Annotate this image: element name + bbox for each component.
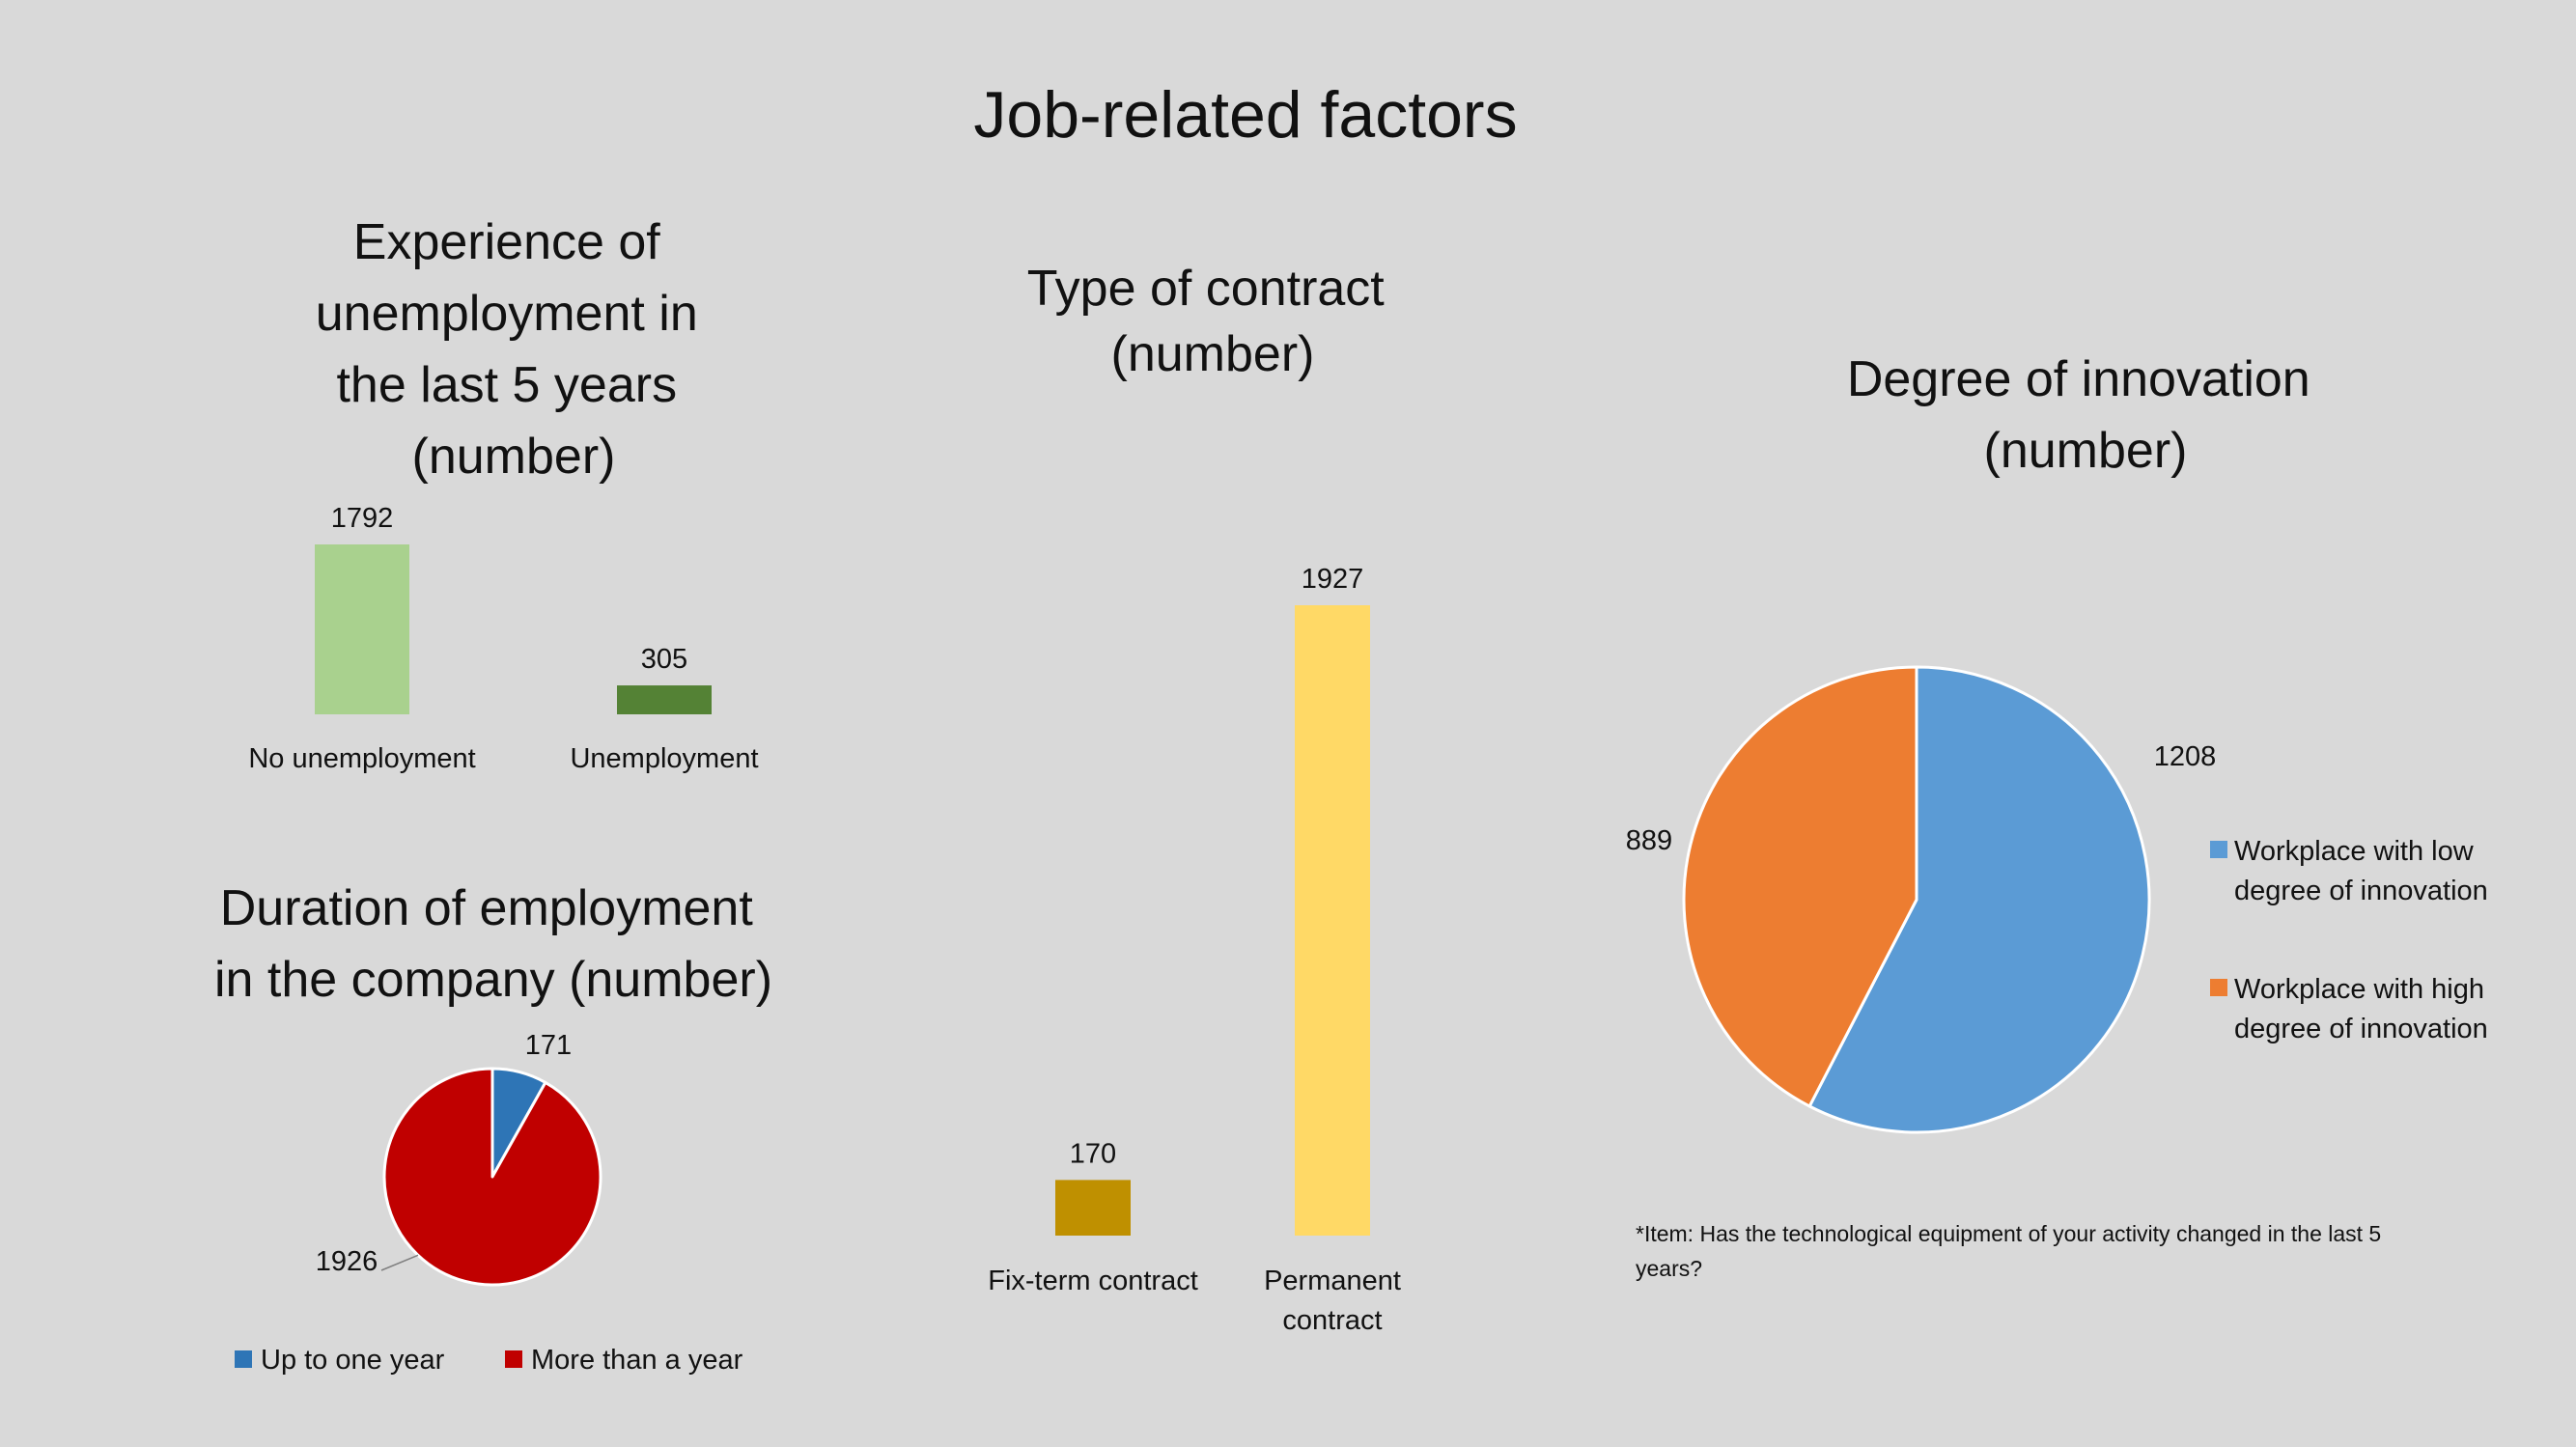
duration-title-line: in the company (number) <box>214 952 772 1008</box>
contract-chart-title: Type of contract (number) <box>1027 261 1398 382</box>
pie-slice <box>382 1067 602 1287</box>
category-label: Unemployment <box>570 743 758 774</box>
main-title: Job-related factors <box>973 78 1517 152</box>
footnote-line: years? <box>1636 1256 1702 1281</box>
legend-swatch <box>235 1350 252 1368</box>
duration-chart-title: Duration of employment in the company (n… <box>214 880 772 1008</box>
unemployment-title-line: the last 5 years <box>336 357 677 413</box>
bar <box>1295 605 1370 1236</box>
footnote-line: *Item: Has the technological equipment o… <box>1636 1221 2381 1246</box>
data-label: 1927 <box>1302 564 1364 595</box>
innovation-chart-title: Degree of innovation (number) <box>1847 351 2324 479</box>
data-label: 1208 <box>2154 741 2217 772</box>
bar <box>617 685 712 714</box>
innovation-title-line: (number) <box>1984 423 2188 479</box>
data-label: 170 <box>1070 1138 1116 1169</box>
legend-label: degree of innovation <box>2234 876 2488 906</box>
data-label: 1792 <box>331 503 394 534</box>
data-label: 305 <box>641 644 687 675</box>
contract-title-line: Type of contract <box>1027 261 1386 317</box>
innovation-title-line: Degree of innovation <box>1847 351 2310 407</box>
pie-slice <box>1682 665 1918 1108</box>
legend-swatch <box>2210 979 2227 996</box>
legend-swatch <box>2210 841 2227 858</box>
duration-title-line: Duration of employment <box>220 880 754 936</box>
contract-title-line: (number) <box>1111 326 1315 382</box>
legend-label: degree of innovation <box>2234 1014 2488 1044</box>
duration-pie-chart: Duration of employment in the company (n… <box>214 880 772 1376</box>
data-label: 1926 <box>316 1246 378 1277</box>
category-label: Fix-term contract <box>988 1266 1198 1296</box>
pie-slice <box>1807 665 2151 1134</box>
category-label: contract <box>1282 1305 1382 1336</box>
data-label: 171 <box>525 1030 572 1061</box>
unemployment-chart-title: Experience of unemployment in the last 5… <box>316 214 712 485</box>
legend-label: Up to one year <box>261 1345 445 1376</box>
bar <box>1055 1180 1131 1236</box>
category-label: No unemployment <box>248 743 475 774</box>
unemployment-bar-chart: Experience of unemployment in the last 5… <box>248 214 758 774</box>
category-label: Permanent <box>1264 1266 1401 1296</box>
contract-bar-chart: Type of contract (number) 170 Fix-term co… <box>988 261 1401 1336</box>
leader-line <box>380 1254 419 1271</box>
unemployment-title-line: unemployment in <box>316 286 698 342</box>
legend-swatch <box>505 1350 522 1368</box>
data-label: 889 <box>1626 825 1672 856</box>
unemployment-title-line: Experience of <box>353 214 661 270</box>
legend-label: Workplace with high <box>2234 974 2484 1005</box>
bar <box>315 544 409 714</box>
legend-label: Workplace with low <box>2234 836 2475 867</box>
unemployment-title-line: (number) <box>412 429 616 485</box>
legend-label: More than a year <box>531 1345 743 1376</box>
innovation-pie-chart: Degree of innovation (number) 1208 889 Wor… <box>1626 351 2488 1134</box>
footnote: *Item: Has the technological equipment o… <box>1636 1221 2388 1281</box>
